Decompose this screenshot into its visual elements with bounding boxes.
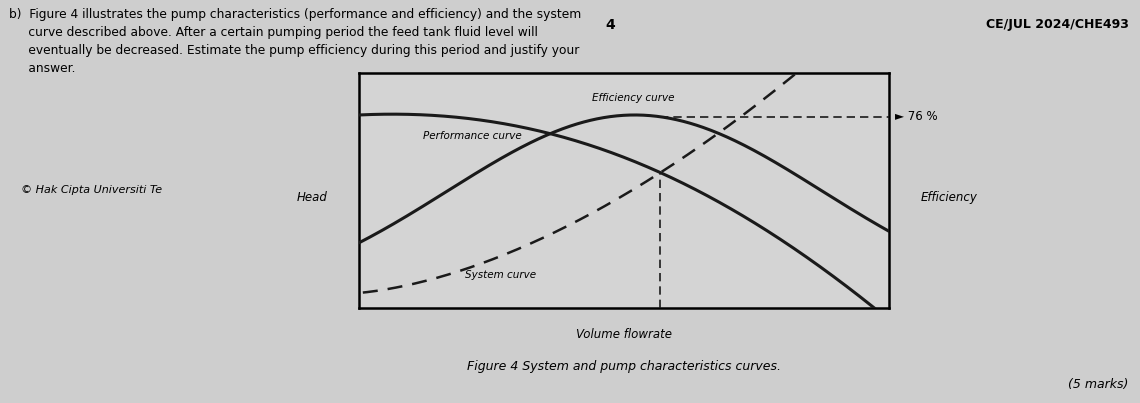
Text: © Hak Cipta Universiti Te: © Hak Cipta Universiti Te — [21, 185, 162, 195]
Text: (5 marks): (5 marks) — [1068, 378, 1129, 391]
Text: Performance curve: Performance curve — [423, 131, 521, 141]
Text: Figure 4 System and pump characteristics curves.: Figure 4 System and pump characteristics… — [467, 360, 781, 373]
Text: 4: 4 — [605, 18, 614, 32]
Text: CE/JUL 2024/CHE493: CE/JUL 2024/CHE493 — [986, 18, 1129, 31]
Text: Efficiency: Efficiency — [921, 191, 978, 204]
Text: Volume flowrate: Volume flowrate — [576, 328, 673, 341]
Text: Head: Head — [296, 191, 327, 204]
Text: Efficiency curve: Efficiency curve — [593, 93, 675, 103]
Text: b)  Figure 4 illustrates the pump characteristics (performance and efficiency) a: b) Figure 4 illustrates the pump charact… — [9, 8, 581, 75]
Text: ► 76 %: ► 76 % — [895, 110, 937, 123]
Text: System curve: System curve — [465, 270, 536, 280]
